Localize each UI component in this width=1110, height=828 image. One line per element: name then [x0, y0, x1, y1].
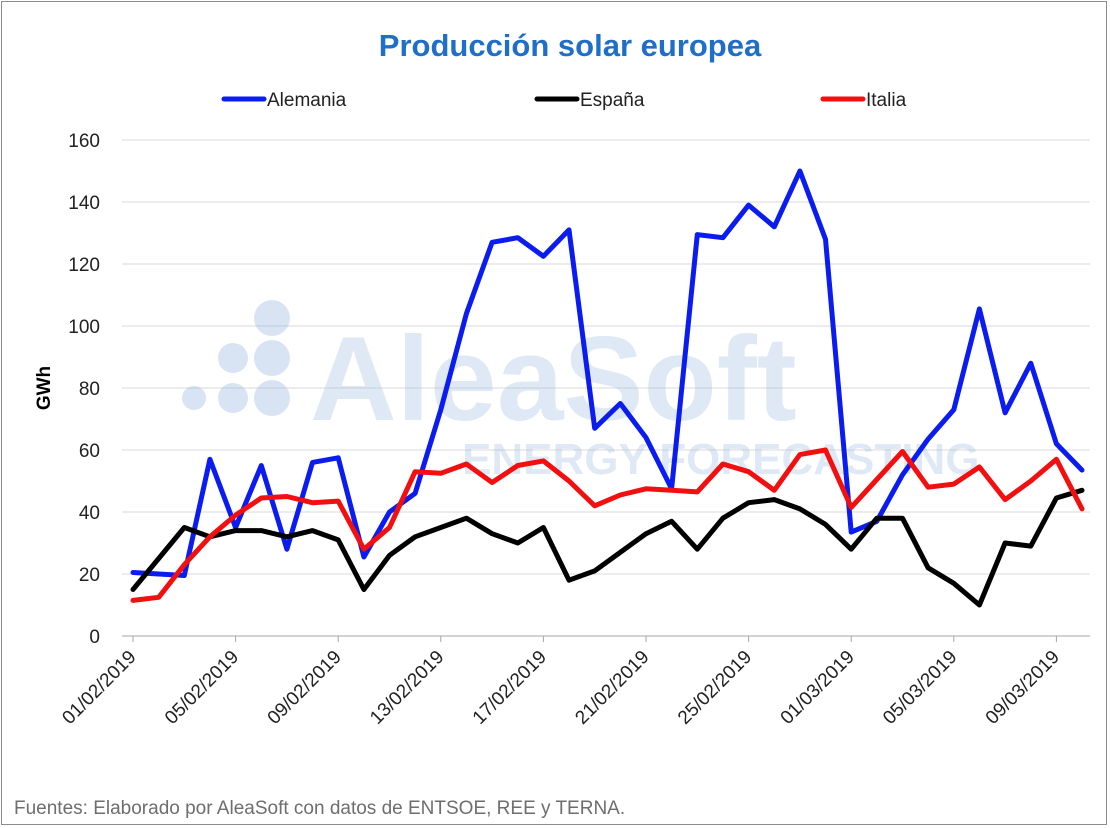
y-tick-label: 60 [79, 441, 100, 462]
x-tick-label: 01/02/2019 [58, 647, 140, 729]
chart-title: Producción solar europea [379, 28, 762, 63]
y-axis-label: GWh [34, 366, 55, 410]
y-tick-label: 140 [68, 193, 100, 214]
x-tick-label: 09/02/2019 [264, 647, 346, 729]
legend-label: Italia [866, 90, 907, 111]
source-note: Fuentes: Elaborado por AleaSoft con dato… [14, 798, 626, 819]
x-tick-label: 17/02/2019 [469, 647, 551, 729]
y-tick-label: 160 [68, 131, 100, 152]
x-tick-label: 05/03/2019 [879, 647, 961, 729]
watermark-logo-dots [182, 300, 290, 416]
watermark-dot [254, 340, 290, 376]
series-line-españa [130, 487, 1085, 608]
watermark-dot [218, 383, 248, 413]
y-tick-label: 100 [68, 317, 100, 338]
watermark-dot [254, 380, 290, 416]
x-tick-label: 05/02/2019 [161, 647, 243, 729]
y-tick-label: 40 [79, 503, 100, 524]
y-tick-label: 0 [89, 627, 100, 648]
series-lines [130, 168, 1085, 608]
x-tick-label: 01/03/2019 [777, 647, 859, 729]
watermark-dot [254, 300, 290, 336]
grid-lines [122, 139, 1090, 575]
y-axis-ticks: 0 20 40 60 80 100 120 140 160 [68, 131, 100, 648]
watermark-brand: AleaSoft [310, 312, 797, 446]
watermark: AleaSoft ENERGY FORECASTING [182, 300, 979, 484]
x-tick-label: 13/02/2019 [366, 647, 448, 729]
x-tick-label: 21/02/2019 [571, 647, 653, 729]
y-tick-label: 80 [79, 379, 100, 400]
legend-label: España [580, 90, 645, 111]
y-tick-label: 20 [79, 565, 100, 586]
x-axis-ticks: 01/02/2019 05/02/2019 09/02/2019 13/02/2019… [58, 636, 1064, 729]
x-tick-label: 09/03/2019 [982, 647, 1064, 729]
legend-label: Alemania [267, 90, 347, 111]
series-line-italia [130, 447, 1085, 603]
watermark-dot [182, 386, 206, 410]
y-tick-label: 120 [68, 255, 100, 276]
x-tick-label: 25/02/2019 [674, 647, 756, 729]
legend: Alemania España Italia [221, 90, 907, 111]
watermark-dot [218, 343, 248, 373]
